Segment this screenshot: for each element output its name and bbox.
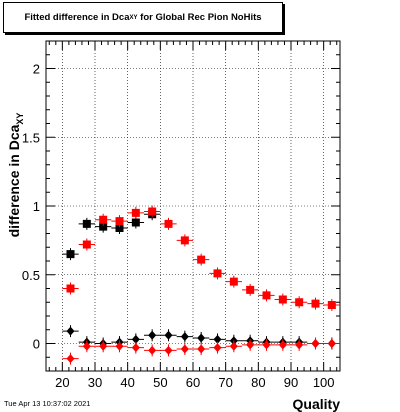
data-point-diamond: [66, 326, 75, 336]
data-point-diamond: [99, 341, 108, 351]
x-tick-label: 60: [186, 375, 200, 390]
data-point-square: [311, 299, 320, 308]
x-axis-label: Quality: [293, 396, 341, 412]
x-tick-label: 20: [55, 375, 69, 390]
data-point-diamond: [148, 330, 157, 340]
date-stamp: Tue Apr 13 10:37:02 2021: [4, 399, 91, 408]
data-point-diamond: [197, 333, 206, 343]
y-axis-label-main: difference in Dca: [6, 124, 22, 237]
data-point-diamond: [295, 340, 304, 350]
grid: [46, 41, 340, 371]
y-tick-label: 0.5: [22, 268, 40, 283]
data-point-diamond: [131, 343, 140, 353]
x-tick-label: 80: [251, 375, 265, 390]
y-tick-label: 0: [33, 337, 40, 352]
data-point-square: [115, 224, 124, 232]
data-point-square: [246, 285, 255, 294]
chart-title-main: Fitted difference in Dca: [24, 12, 130, 23]
data-point-square: [229, 277, 238, 286]
data-point-square: [82, 240, 91, 249]
axis-ticks: [46, 40, 340, 372]
data-point-diamond: [229, 341, 238, 351]
data-point-diamond: [246, 340, 255, 350]
data-point-square: [295, 298, 304, 307]
x-tick-labels: 20 30 40 50 60 70 80 90 100: [55, 375, 334, 390]
x-tick-label: 70: [218, 375, 232, 390]
data-point-square: [148, 207, 157, 216]
data-point-square: [66, 284, 75, 293]
y-tick-label: 2: [33, 62, 40, 77]
data-point-square: [278, 295, 287, 304]
x-tick-label: 30: [88, 375, 102, 390]
data-point-diamond: [278, 340, 287, 350]
data-point-square: [213, 269, 222, 278]
y-tick-labels: 0 0.5 1 1.5 2: [22, 62, 40, 352]
data-point-diamond: [327, 339, 336, 348]
data-point-square: [99, 222, 108, 231]
x-tick-label: 40: [120, 375, 134, 390]
data-point-square: [180, 236, 189, 245]
data-point-square: [99, 215, 108, 224]
data-point-diamond: [311, 339, 320, 348]
chart-title-suffix: for Global Rec Pion NoHits: [137, 12, 262, 23]
y-tick-label: 1: [33, 199, 40, 214]
chart-title: Fitted difference in Dca XY for Global Re…: [3, 2, 283, 33]
y-axis-label: difference in DcaXY: [6, 113, 25, 238]
data-point-diamond: [148, 345, 157, 355]
data-point-square: [262, 291, 271, 300]
data-point-diamond: [180, 344, 189, 354]
x-tick-label: 100: [313, 375, 335, 390]
data-point-diamond: [82, 341, 91, 351]
data-point-diamond: [213, 334, 222, 344]
data-point-diamond: [131, 334, 140, 344]
y-axis-label-subscript: XY: [15, 113, 25, 125]
x-tick-label: 50: [153, 375, 167, 390]
x-axis-label-text: Quality: [293, 396, 341, 412]
data-point-square: [197, 255, 206, 264]
data-point-diamond: [180, 332, 189, 342]
data-point-diamond: [66, 354, 75, 364]
data-point-square: [82, 219, 91, 228]
data-point-diamond: [164, 345, 173, 355]
data-point-square: [164, 219, 173, 228]
data-marks: [62, 205, 340, 365]
data-point-square: [115, 217, 124, 226]
data-point-diamond: [197, 344, 206, 354]
chart-title-subscript: XY: [129, 14, 138, 21]
y-tick-label: 1.5: [22, 130, 40, 145]
x-tick-label: 90: [284, 375, 298, 390]
data-point-diamond: [213, 343, 222, 353]
data-point-diamond: [115, 341, 124, 351]
data-point-square: [327, 301, 336, 309]
data-point-square: [131, 208, 140, 217]
data-point-diamond: [262, 340, 271, 350]
data-point-diamond: [164, 330, 173, 340]
data-point-square: [66, 250, 75, 259]
data-point-square: [131, 218, 140, 227]
